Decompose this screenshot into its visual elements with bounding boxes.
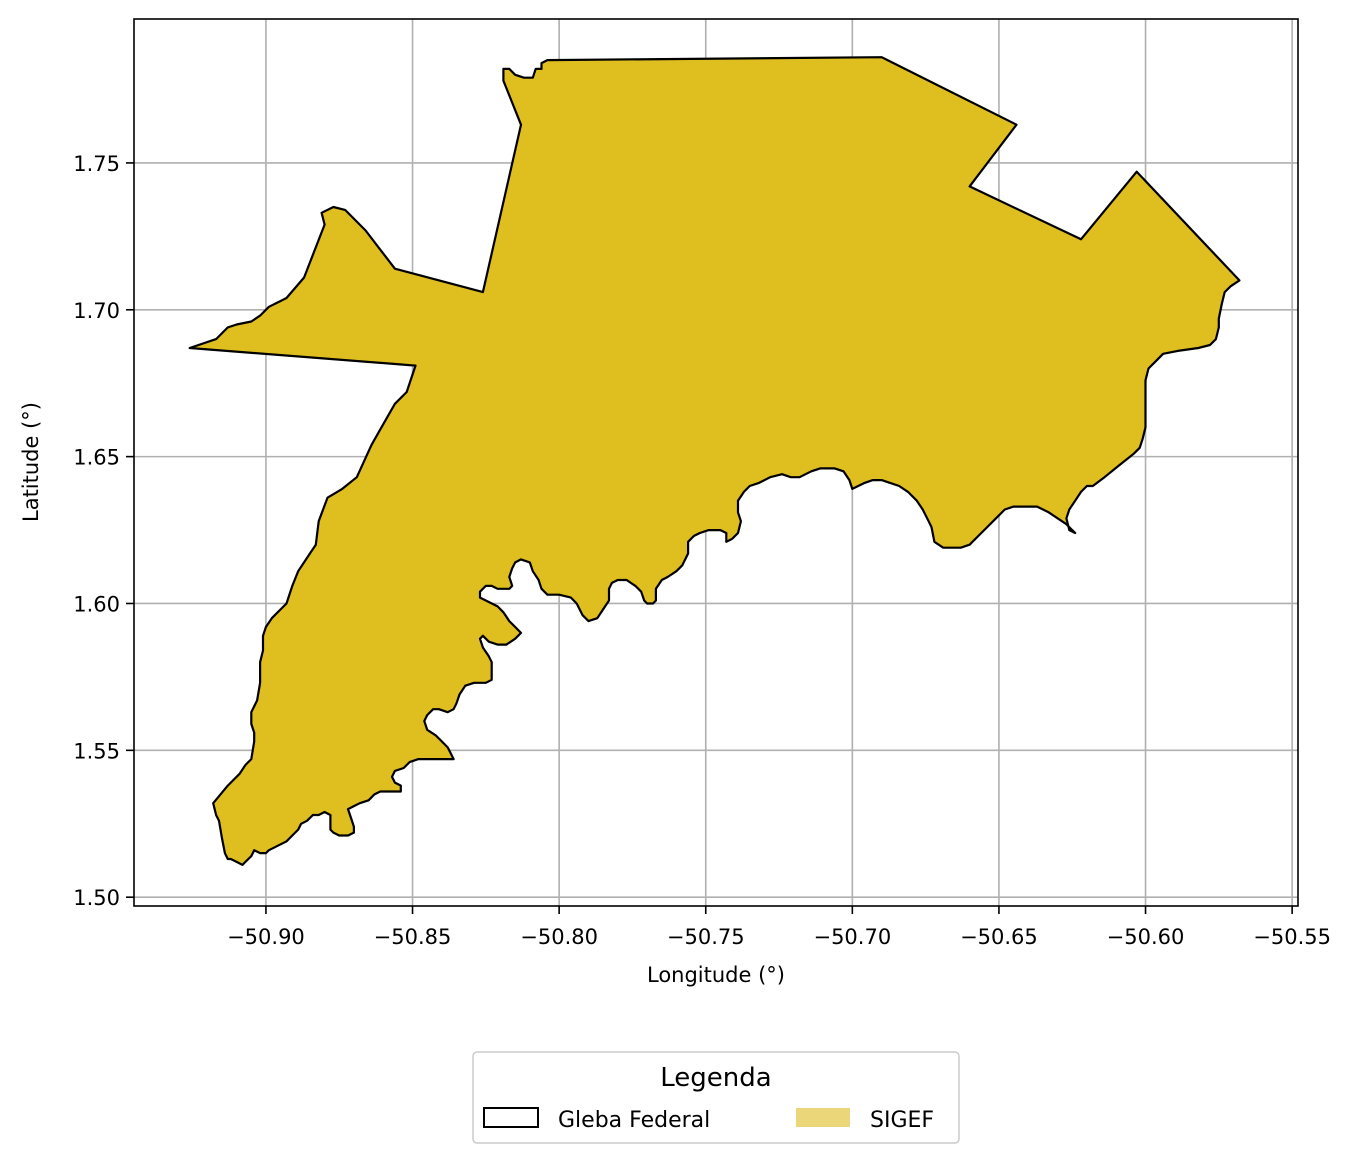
x-tick-label: −50.90: [227, 925, 305, 949]
x-tick-label: −50.75: [667, 925, 745, 949]
legend-label-sigef: SIGEF: [870, 1108, 934, 1133]
legend: Legenda Gleba Federal SIGEF: [472, 1051, 960, 1144]
y-tick-label: 1.70: [73, 299, 120, 323]
x-axis-label: Longitude (°): [647, 963, 785, 987]
y-tick-label: 1.60: [73, 592, 120, 616]
x-tick-label: −50.60: [1107, 925, 1185, 949]
x-axis-ticks: −50.90 −50.85 −50.80 −50.75 −50.70 −50.65 −50.…: [227, 906, 1331, 949]
y-tick-label: 1.50: [73, 886, 120, 910]
y-axis-label: Latitude (°): [19, 402, 43, 522]
x-tick-label: −50.70: [813, 925, 891, 949]
legend-title: Legenda: [660, 1063, 771, 1093]
x-tick-label: −50.65: [960, 925, 1038, 949]
region-layer: [188, 56, 1241, 866]
y-tick-label: 1.65: [73, 446, 120, 470]
x-tick-label: −50.80: [520, 925, 598, 949]
legend-swatch-sigef: [796, 1108, 850, 1127]
plot-frame: [133, 18, 1299, 907]
x-tick-label: −50.55: [1253, 925, 1331, 949]
legend-swatch-gleba-federal: [483, 1107, 539, 1128]
y-axis-ticks: 1.50 1.55 1.60 1.65 1.70 1.75: [73, 152, 134, 910]
y-tick-label: 1.55: [73, 739, 120, 763]
x-tick-label: −50.85: [374, 925, 452, 949]
legend-label-gleba-federal: Gleba Federal: [558, 1108, 710, 1133]
sigef-region-polygon: [188, 56, 1241, 866]
y-tick-label: 1.75: [73, 152, 120, 176]
